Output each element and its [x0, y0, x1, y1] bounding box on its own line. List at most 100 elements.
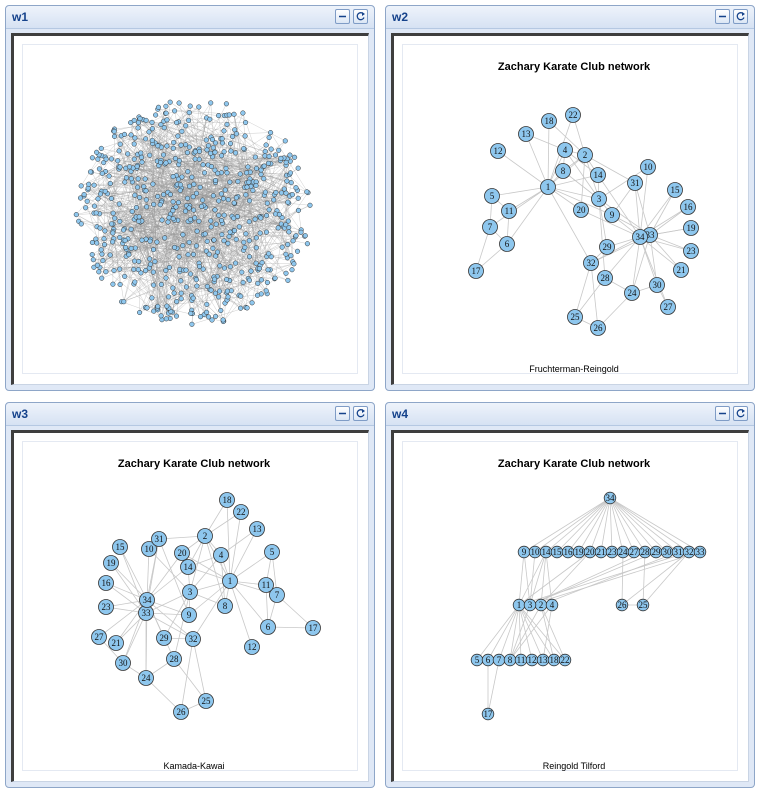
graph-node — [186, 239, 192, 245]
graph-edge — [146, 552, 183, 601]
graph-node — [110, 230, 116, 236]
graph-node — [157, 202, 163, 208]
graph-node — [233, 131, 240, 137]
graph-node — [87, 169, 94, 175]
graph-node — [165, 219, 171, 225]
refresh-button[interactable] — [353, 406, 368, 421]
graph-node — [132, 245, 138, 251]
window-title: w1 — [12, 10, 29, 24]
graph-node — [227, 264, 233, 270]
graph-node — [294, 248, 301, 254]
graph-node — [139, 159, 145, 165]
minimize-button[interactable] — [335, 406, 350, 421]
graph-edge — [631, 236, 641, 294]
graph-edge — [227, 230, 234, 297]
graph-node — [110, 281, 116, 287]
graph-edge — [131, 178, 249, 279]
graph-edge — [135, 220, 289, 249]
graph-node-7: 7 — [269, 587, 285, 603]
graph-node — [262, 148, 268, 154]
graph-node — [221, 149, 227, 155]
graph-node — [285, 277, 291, 283]
refresh-button[interactable] — [733, 9, 748, 24]
graph-node — [208, 218, 214, 224]
graph-edge — [529, 551, 646, 606]
window-titlebar[interactable]: w1 — [6, 6, 374, 29]
graph-node — [210, 193, 216, 199]
graph-node-8: 8 — [503, 653, 517, 667]
graph-edge — [146, 599, 194, 640]
window-titlebar[interactable]: w2 — [386, 6, 754, 29]
node-circle — [98, 599, 114, 615]
refresh-button[interactable] — [733, 406, 748, 421]
graph-node — [177, 187, 183, 193]
graph-node-15: 15 — [112, 539, 128, 555]
graph-node — [183, 284, 189, 290]
graph-node-14: 14 — [539, 545, 553, 559]
nodes — [73, 99, 313, 327]
window-title: w3 — [12, 407, 29, 421]
graph-node — [208, 163, 214, 170]
graph-node — [170, 208, 176, 214]
node-circle — [499, 236, 515, 252]
graph-node — [172, 108, 178, 114]
graph-node — [170, 285, 176, 291]
edges — [476, 497, 701, 715]
graph-edge — [178, 121, 190, 206]
graph-edge — [174, 206, 202, 221]
graph-node — [174, 120, 180, 126]
graph-node — [152, 258, 158, 265]
graph-node — [131, 156, 137, 162]
graph-node — [253, 165, 260, 171]
graph-node — [91, 182, 97, 188]
window-titlebar[interactable]: w4 — [386, 403, 754, 426]
graph-node — [164, 303, 170, 309]
graph-node-22: 22 — [558, 653, 572, 667]
graph-node — [250, 187, 256, 193]
minimize-button[interactable] — [715, 9, 730, 24]
graph-node — [210, 145, 216, 151]
graph-edge — [91, 171, 278, 211]
graph-node — [170, 199, 176, 205]
graph-node — [218, 307, 224, 314]
graph-edge — [639, 236, 669, 308]
graph-node — [224, 170, 230, 176]
graph-node — [287, 152, 293, 158]
minimize-button[interactable] — [715, 406, 730, 421]
window-titlebar[interactable]: w3 — [6, 403, 374, 426]
graph-node — [223, 165, 229, 171]
graph-edge — [190, 273, 205, 315]
graph-node — [106, 173, 112, 179]
graph-node — [132, 258, 138, 264]
refresh-button[interactable] — [353, 9, 368, 24]
graph-node — [135, 125, 141, 131]
node-label: 21 — [112, 638, 121, 648]
minimize-button[interactable] — [335, 9, 350, 24]
graph-edge — [160, 124, 248, 188]
graph-node — [98, 247, 104, 253]
graph-edge — [590, 236, 641, 264]
graph-node — [162, 235, 168, 241]
node-label: 8 — [561, 166, 566, 176]
graph-node — [205, 143, 211, 149]
graph-edge — [525, 133, 549, 188]
graph-node — [208, 100, 214, 106]
graph-node — [208, 150, 214, 156]
plot-title: Zachary Karate Club network — [118, 458, 271, 470]
graph-node — [161, 125, 167, 131]
graph-edge — [590, 262, 599, 329]
graph-node — [278, 155, 284, 161]
window-w1[interactable]: w1 — [5, 5, 375, 391]
graph-node — [190, 251, 197, 257]
graph-node — [218, 217, 225, 224]
graph-edge — [176, 152, 216, 176]
node-circle — [603, 491, 617, 505]
graph-node — [111, 128, 117, 134]
graph-node — [209, 317, 215, 323]
graph-node — [288, 180, 294, 186]
graph-edge — [218, 216, 260, 297]
graph-node — [135, 176, 141, 182]
